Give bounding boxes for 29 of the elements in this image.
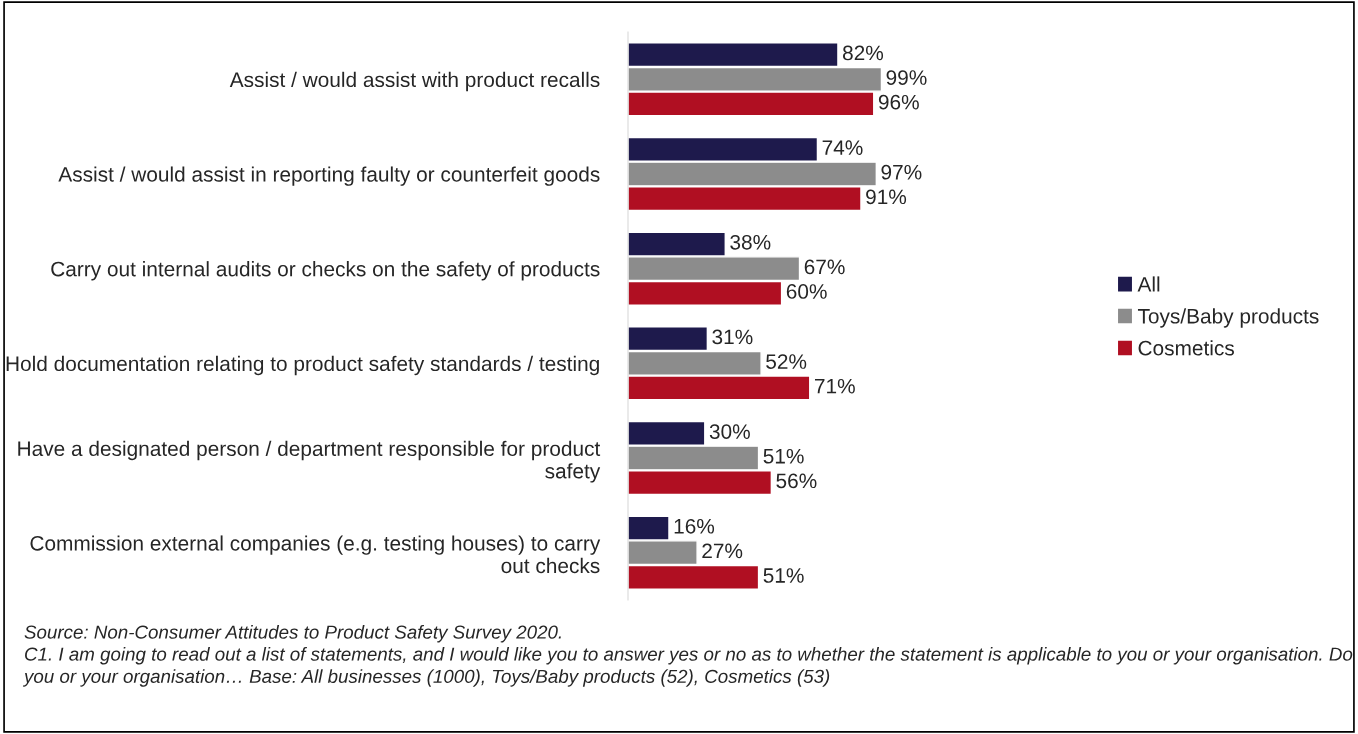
- data-label: 30%: [709, 424, 750, 439]
- y-tick-label: Have a designated person / department responsible for product safety: [18, 440, 601, 483]
- data-label: 91%: [866, 189, 907, 205]
- y-tick-label: Assist / would assist in reporting faulty or counterfeit goods: [58, 166, 600, 186]
- y-tick-label: Assist / would assist with product recalls: [229, 71, 600, 92]
- data-label: 51%: [763, 448, 804, 464]
- data-label: 52%: [766, 354, 807, 369]
- data-label: 67%: [804, 259, 845, 275]
- legend-label: All: [1137, 276, 1160, 292]
- data-label: 71%: [814, 378, 855, 394]
- data-label: 82%: [842, 45, 884, 61]
- legend-label: Cosmetics: [1138, 340, 1234, 356]
- data-label: 60%: [786, 284, 827, 299]
- data-label: 31%: [712, 329, 753, 345]
- y-tick-label: Commission external companies (e.g. testing houses) to carry out checks: [30, 535, 601, 574]
- data-label: 99%: [886, 70, 927, 85]
- y-tick-label: Hold documentation relating to product safety standards / testing: [6, 355, 599, 376]
- data-label: 97%: [881, 164, 922, 180]
- data-label: 51%: [763, 568, 804, 583]
- data-label: 74%: [822, 140, 863, 155]
- y-tick-label: Carry out internal audits or checks on the safety of products: [51, 261, 600, 281]
- source-note: Source: Non-Consumer Attitudes to Product Safety Survey 2020.: [24, 625, 561, 643]
- data-label: 96%: [878, 94, 919, 110]
- data-label: 56%: [776, 473, 817, 489]
- data-label: 16%: [674, 518, 715, 534]
- data-label: 27%: [702, 543, 743, 559]
- data-label: 38%: [730, 234, 771, 250]
- text: C1. I am going to read out a list of statements, and I would like you to answer yes or no as to whether the statement is applicable to you or your organisation. Do you or your organisation… Base: All businesses (1000), Toys/Baby products (52), Cosmetics (53): [22, 647, 1353, 687]
- legend-label: Toys/Baby products: [1137, 308, 1319, 328]
